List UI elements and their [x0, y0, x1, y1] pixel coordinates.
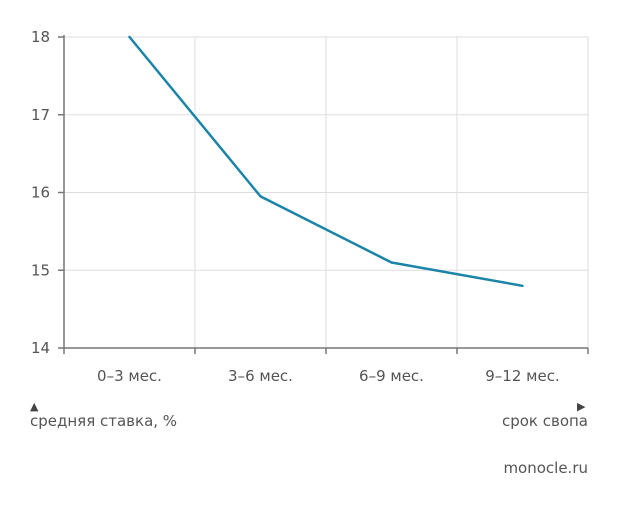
- chart-series: [128, 35, 524, 288]
- y-tick-label: 16: [31, 184, 50, 202]
- y-tick-label: 18: [31, 28, 50, 46]
- y-axis-legend: средняя ставка, %: [30, 412, 178, 430]
- x-tick-labels: 0–3 мес. 3–6 мес. 6–9 мес. 9–12 мес.: [97, 367, 560, 385]
- chart-axes: [58, 35, 589, 354]
- triangle-right-icon: ▶: [577, 400, 586, 413]
- x-tick-label: 3–6 мес.: [228, 367, 293, 385]
- line-chart: 14 15 16 17 18 0–3 мес. 3–6 мес. 6–9 мес. 9–12 …: [31, 28, 589, 385]
- y-tick-label: 15: [31, 261, 50, 279]
- y-tick-labels: 14 15 16 17 18: [31, 28, 50, 357]
- source-label: monocle.ru: [503, 459, 588, 477]
- y-tick-label: 17: [31, 106, 50, 124]
- x-axis-legend: срок свопа: [501, 412, 588, 430]
- triangle-up-icon: ▲: [30, 400, 39, 413]
- y-tick-label: 14: [31, 339, 50, 357]
- series-line: [128, 35, 524, 288]
- chart-grid: [64, 36, 589, 348]
- x-tick-label: 9–12 мес.: [485, 367, 559, 385]
- x-tick-label: 6–9 мес.: [359, 367, 424, 385]
- x-tick-label: 0–3 мес.: [97, 367, 162, 385]
